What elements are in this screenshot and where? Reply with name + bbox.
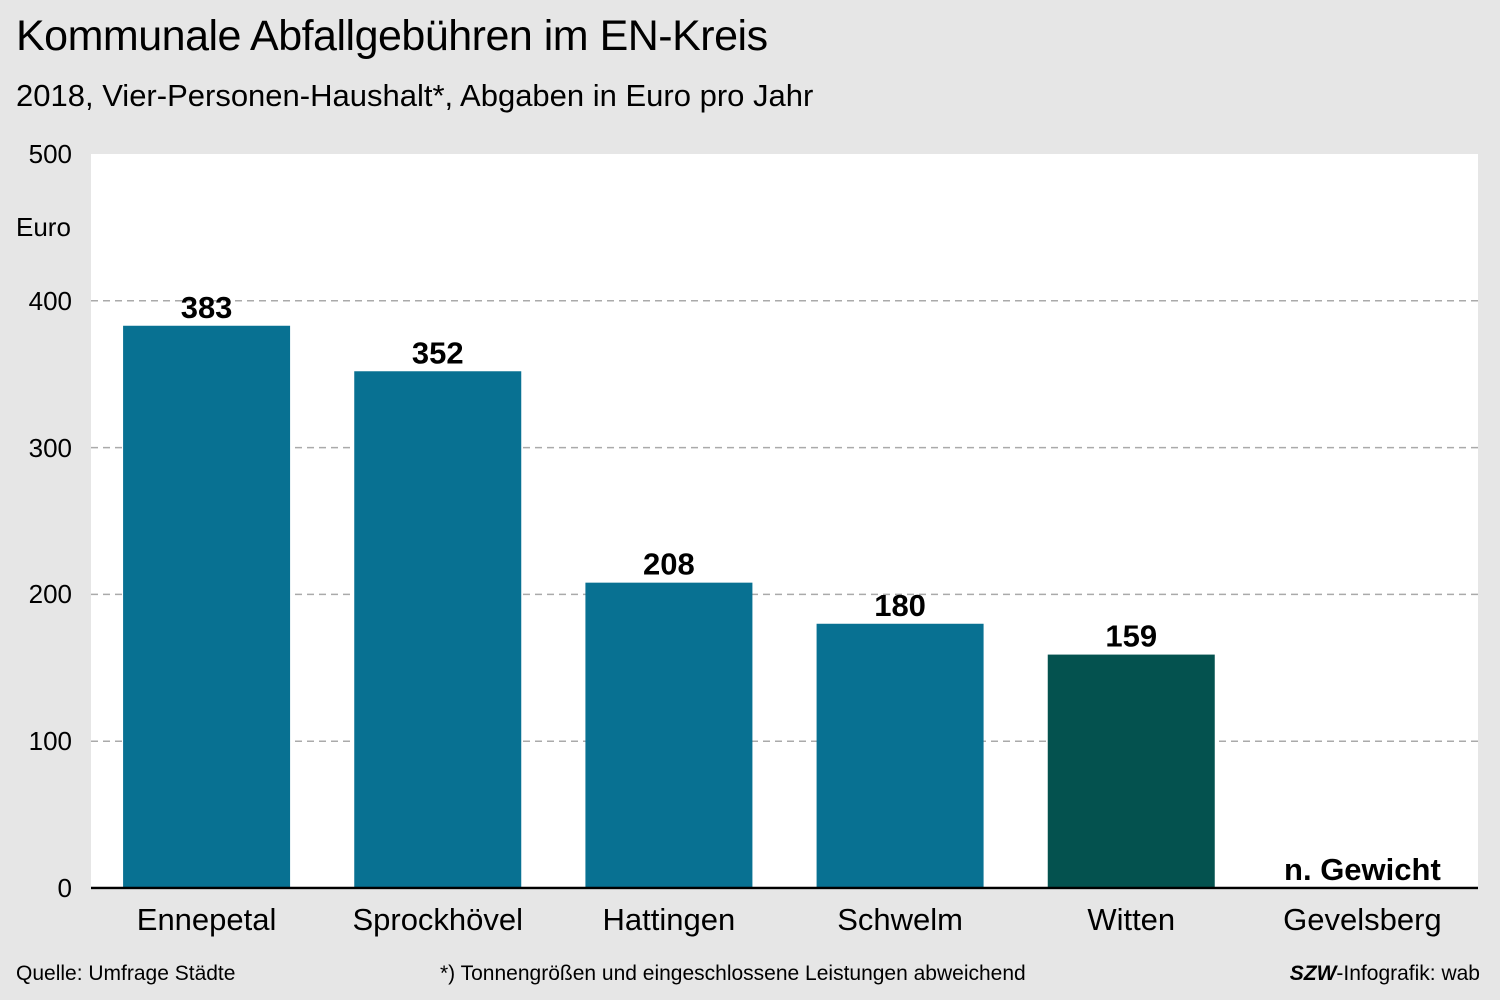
footnote: *) Tonnengrößen und eingeschlossene Leis… xyxy=(440,962,1026,985)
source-note: Quelle: Umfrage Städte xyxy=(16,962,236,985)
credit: SZW-Infografik: wab xyxy=(1290,962,1480,986)
bar xyxy=(816,623,984,888)
data-label: 383 xyxy=(181,290,233,325)
y-tick-label: 500 xyxy=(28,139,72,169)
bar xyxy=(1047,654,1215,888)
chart-subtitle: 2018, Vier-Personen-Haushalt*, Abgaben i… xyxy=(16,78,814,113)
y-tick-label: 200 xyxy=(28,579,72,610)
x-tick-label: Sprockhövel xyxy=(352,902,523,937)
data-label: 208 xyxy=(643,547,695,582)
data-label: 180 xyxy=(874,588,926,623)
y-tick-label: 100 xyxy=(28,726,72,757)
data-label: 159 xyxy=(1105,619,1157,654)
bar xyxy=(123,325,291,889)
x-tick-label: Schwelm xyxy=(837,902,963,937)
data-label: n. Gewicht xyxy=(1284,852,1441,887)
plot-area xyxy=(91,154,1478,890)
y-tick-label: 0 xyxy=(57,873,72,903)
bar xyxy=(585,582,753,888)
x-tick-label: Gevelsberg xyxy=(1283,902,1442,937)
x-tick-label: Hattingen xyxy=(603,902,736,937)
y-tick-label: 300 xyxy=(28,432,72,463)
credit-brand: SZW xyxy=(1289,962,1337,985)
chart-title: Kommunale Abfallgebühren im EN-Kreis xyxy=(16,12,768,60)
bar xyxy=(354,371,522,888)
x-tick-label: Ennepetal xyxy=(137,902,277,937)
data-label: 352 xyxy=(412,335,464,370)
y-tick-label: 400 xyxy=(28,285,72,316)
x-tick-label: Witten xyxy=(1087,902,1175,937)
y-axis-unit: Euro xyxy=(16,212,71,242)
credit-text: -Infografik: wab xyxy=(1336,962,1480,985)
